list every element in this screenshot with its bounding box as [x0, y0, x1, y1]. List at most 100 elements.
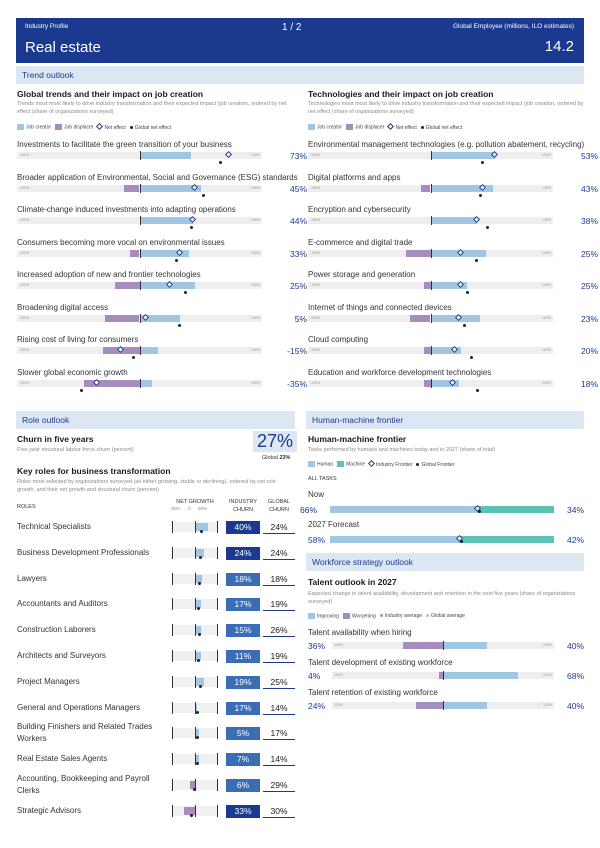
talent-title: Talent outlook in 2027	[308, 577, 397, 587]
talent-zero	[443, 641, 444, 650]
role-industry-churn: 24%	[226, 546, 260, 560]
tech-scale-min: -100%	[310, 185, 321, 190]
trend-creator	[139, 217, 194, 224]
role-net-dot	[197, 581, 201, 585]
trends-subtitle: Trends most most likely to drive industr…	[17, 101, 287, 115]
tech-scale-min: -100%	[310, 283, 321, 287]
role-net-dot	[196, 762, 200, 766]
role-global-churn: 19%	[263, 650, 295, 663]
col-net-growth: NET GROWTH	[176, 499, 214, 505]
profile-header: Industry Profile 1 / 2 Global Employee (…	[16, 18, 584, 63]
role-name: Technical Specialists	[17, 522, 91, 531]
role-global-churn: 14%	[263, 753, 295, 767]
role-net-fill	[195, 652, 201, 660]
role-net-left	[172, 546, 173, 559]
trend-bar: -100% 100%	[17, 215, 262, 229]
role-net-dot	[195, 710, 199, 714]
talent-scale-max: 100%	[543, 703, 552, 707]
trend-global-marker	[219, 161, 223, 164]
role-net-dot	[197, 607, 201, 611]
role-net-bar	[172, 779, 218, 791]
role-net-dot	[200, 530, 204, 533]
tech-value: 25%	[580, 248, 598, 259]
trend-scale-min: -100%	[19, 218, 30, 222]
trend-zero	[139, 313, 141, 323]
role-net-left	[172, 727, 173, 740]
talent-scale-min: 100%	[334, 643, 343, 647]
trend-displacer	[84, 379, 140, 387]
tech-displacer	[406, 249, 431, 257]
role-industry-churn: 7%	[226, 753, 260, 767]
role-industry-churn: 33%	[226, 804, 260, 818]
role-name: Project Managers	[17, 676, 80, 686]
tech-global-marker	[469, 356, 473, 359]
tech-value: 23%	[580, 313, 598, 324]
tech-scale-max: 100%	[542, 250, 551, 255]
tech-value: 25%	[580, 281, 598, 291]
tech-zero	[430, 151, 432, 160]
tech-displacer	[424, 347, 431, 354]
talent-scale-max: 100%	[543, 643, 552, 647]
talent-improving-value: 40%	[566, 641, 584, 651]
trend-scale-min: -100%	[19, 283, 30, 287]
trends-title: Global trends and their impact on job cr…	[17, 89, 204, 99]
net-scale: -50% 0 50%	[170, 506, 208, 511]
role-net-left	[172, 598, 173, 611]
role-net-dot	[197, 633, 201, 637]
trend-creator	[139, 249, 189, 257]
workforce-band: Workforce strategy outlook	[306, 553, 584, 571]
role-net-zero	[195, 701, 196, 714]
role-industry-churn: 19%	[226, 675, 260, 689]
trend-zero	[139, 378, 141, 388]
global-frontier	[459, 540, 463, 543]
churn-global: Global 23%	[262, 455, 291, 461]
role-name: General and Operations Managers	[17, 702, 141, 712]
tech-zero	[430, 248, 432, 258]
tech-value: 53%	[580, 151, 598, 161]
talent-improving	[443, 672, 519, 679]
tech-subtitle: Technologies most most likely to drive i…	[308, 101, 584, 115]
tech-value: 43%	[580, 183, 598, 194]
role-global-churn: 24%	[263, 547, 295, 560]
role-net-bar	[172, 701, 218, 714]
trend-value: -15%	[287, 346, 307, 356]
tech-global-marker	[485, 226, 489, 229]
role-name: Architects and Surveyors	[17, 651, 106, 660]
role-net-right	[217, 753, 218, 766]
role-industry-churn: 5%	[226, 727, 260, 741]
trend-global-marker	[177, 323, 181, 327]
tech-title: Technologies and their impact on job cre…	[308, 89, 494, 99]
tech-value: 20%	[580, 346, 598, 356]
role-global-churn: 19%	[263, 598, 295, 612]
role-net-right	[217, 701, 218, 714]
forecast-machine-value: 42%	[566, 535, 584, 545]
tech-bar: -100% 100%	[308, 378, 553, 392]
trend-scale-max: 100%	[251, 185, 260, 190]
role-global-churn: 24%	[263, 521, 295, 534]
tech-global-marker	[474, 258, 478, 262]
role-net-dot	[196, 736, 200, 740]
talent-improving	[443, 702, 488, 709]
trend-value: -35%	[287, 378, 307, 389]
tech-label: Cloud computing	[308, 335, 369, 344]
col-industry-churn: INDUSTRY CHURN	[228, 499, 257, 513]
tech-displacer	[424, 379, 431, 387]
role-net-bar	[172, 521, 218, 533]
header-value: 14.2	[544, 38, 574, 55]
hmf-title: Human-machine frontier	[308, 434, 407, 444]
machine-share	[459, 536, 554, 543]
trend-value: 25%	[289, 281, 307, 291]
role-net-right	[217, 572, 218, 585]
role-net-dot	[197, 659, 201, 662]
role-net-zero	[195, 650, 196, 662]
tech-scale-max: 100%	[542, 348, 551, 352]
trend-value: 73%	[289, 151, 307, 161]
tech-scale-min: -100%	[310, 218, 321, 222]
role-net-bar	[172, 546, 218, 559]
role-name: Building Finishers and Related Trades Wo…	[17, 722, 153, 744]
talent-zero	[443, 701, 444, 710]
churn-value: 27%	[253, 431, 298, 452]
hmf-band: Human-machine frontier	[306, 411, 584, 429]
tech-zero	[430, 183, 432, 193]
trend-label: Broader application of Environmental, So…	[17, 172, 298, 182]
